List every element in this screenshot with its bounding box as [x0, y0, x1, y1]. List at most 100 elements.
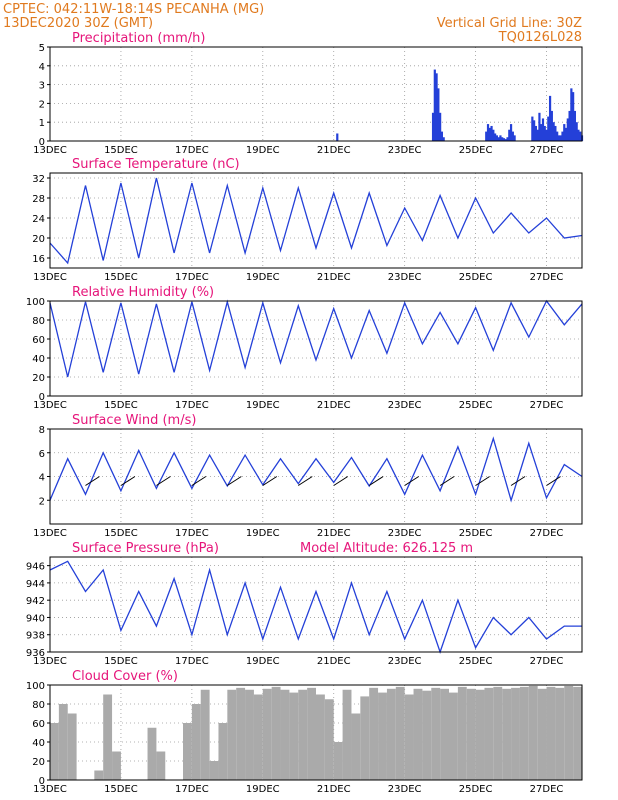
precipitation-bar: [497, 137, 500, 141]
precipitation-bar: [573, 110, 577, 141]
precipitation-bar: [541, 118, 545, 141]
humidity-xtick: 21DEC: [317, 400, 351, 411]
precipitation-ytick: 2: [39, 99, 45, 110]
wind-arrow: [404, 476, 419, 486]
wind-ytick: 4: [39, 473, 45, 484]
precipitation-xtick: 19DEC: [246, 145, 280, 156]
wind-arrow: [85, 476, 100, 486]
cloud-cover-xtick: 27DEC: [530, 784, 564, 795]
cloud-cover-bar: [112, 751, 121, 780]
humidity-xtick: 17DEC: [175, 400, 209, 411]
pressure-ytick: 942: [26, 596, 45, 607]
pressure-xtick: 15DEC: [104, 656, 138, 667]
cloud-cover-bar: [573, 686, 582, 780]
wind-arrow: [156, 476, 171, 486]
precipitation-bar: [568, 110, 571, 141]
precipitation-bar: [485, 131, 488, 141]
precipitation-bar: [547, 116, 550, 141]
humidity-frame: [49, 300, 583, 397]
cloud-cover-bar: [183, 723, 192, 780]
wind-xtick: 25DEC: [459, 528, 493, 539]
cloud-cover-xtick: 19DEC: [246, 784, 280, 795]
cloud-cover-ytick: 100: [26, 681, 45, 692]
humidity-ytick: 0: [39, 392, 45, 403]
wind-arrow: [297, 476, 313, 486]
cloud-cover-bar: [511, 687, 520, 780]
temperature-ytick: 20: [32, 234, 45, 245]
precipitation-bar: [579, 131, 582, 141]
cloud-cover-bar: [298, 689, 308, 780]
precipitation-bar: [561, 131, 564, 141]
humidity-xtick: 25DEC: [459, 400, 493, 411]
cloud-cover-bar: [484, 687, 494, 780]
cloud-cover-bar: [395, 686, 405, 780]
precipitation-ytick: 4: [39, 62, 45, 73]
precipitation-bar: [545, 129, 548, 141]
precipitation-xtick: 25DEC: [459, 145, 493, 156]
precipitation-bar: [490, 125, 493, 141]
temperature-frame: [49, 172, 583, 269]
cloud-cover-bar: [333, 742, 343, 780]
wind-ytick: 8: [39, 425, 45, 436]
pressure-xtick: 19DEC: [246, 656, 280, 667]
cloud-cover-bar: [519, 686, 529, 780]
cloud-cover-bar: [555, 687, 565, 780]
cloud-cover-bar: [218, 723, 228, 780]
cloud-cover-bar: [280, 689, 290, 780]
precipitation-bar: [554, 125, 557, 141]
pressure-ytick: 946: [26, 562, 45, 573]
precipitation-bar: [435, 73, 438, 141]
temperature-panel: 16 20 24 28 32 13DEC 15DEC 17DEC 19DEC 21DEC 23DEC…: [32, 157, 583, 283]
precipitation-frame: [49, 46, 583, 142]
cloud-cover-bar: [369, 687, 379, 780]
cloud-cover-bar: [342, 689, 352, 780]
precipitation-bar: [504, 139, 507, 141]
precipitation-bar: [506, 137, 509, 141]
cloud-cover-bar: [493, 686, 503, 780]
pressure-ytick: 938: [26, 631, 45, 642]
cloud-cover-bar: [227, 689, 237, 780]
precipitation-ytick: 5: [39, 43, 45, 54]
precipitation-bar: [552, 122, 555, 141]
precipitation-bar: [509, 124, 513, 141]
cloud-cover-ytick: 0: [39, 776, 45, 787]
cloud-cover-bar: [262, 688, 272, 780]
cloud-cover-ytick: 40: [32, 738, 45, 749]
temperature-ytick: 24: [32, 214, 45, 225]
temperature-xtick: 21DEC: [317, 272, 351, 283]
cloud-cover-bar: [431, 687, 441, 780]
precipitation-bar: [533, 120, 536, 141]
cloud-cover-bar: [307, 687, 316, 780]
precipitation-bar: [501, 137, 504, 141]
precipitation-ytick: 1: [39, 118, 45, 129]
header-model: TQ0126L028: [498, 30, 582, 45]
precipitation-xtick: 13DEC: [33, 145, 67, 156]
cloud-cover-bar: [440, 688, 449, 780]
precipitation-xtick: 17DEC: [175, 145, 209, 156]
precipitation-bar: [494, 133, 497, 141]
cloud-cover-title: Cloud Cover (%): [72, 669, 178, 684]
pressure-xtick: 23DEC: [388, 656, 422, 667]
cloud-cover-bar: [360, 696, 370, 780]
wind-line: [49, 436, 583, 503]
cloud-cover-xtick: 25DEC: [459, 784, 493, 795]
temperature-ytick: 32: [32, 174, 45, 185]
humidity-line: [49, 299, 583, 378]
cloud-cover-xtick: 21DEC: [317, 784, 351, 795]
temperature-xtick: 15DEC: [104, 272, 138, 283]
precipitation-xtick: 21DEC: [317, 145, 351, 156]
precipitation-bar: [437, 88, 440, 141]
precipitation-bar: [486, 124, 490, 141]
wind-xtick: 17DEC: [175, 528, 209, 539]
panels: 0 1 2 3 4 5 13DEC 15DEC 17DEC 19DEC 21DEC 23DEC 25DE…: [26, 31, 584, 795]
precipitation-bar: [536, 129, 539, 141]
pressure-panel: 936 938 940 942 944 946 13DEC 15DEC 17DEC 19DEC 21…: [26, 541, 583, 667]
cloud-cover-bar: [236, 687, 246, 780]
precipitation-xtick: 23DEC: [388, 145, 422, 156]
cloud-cover-bar: [253, 694, 263, 780]
wind-arrow: [546, 476, 561, 486]
cloud-cover-bar: [378, 692, 387, 780]
wind-arrow: [120, 476, 136, 486]
cloud-cover-bar: [50, 723, 59, 780]
